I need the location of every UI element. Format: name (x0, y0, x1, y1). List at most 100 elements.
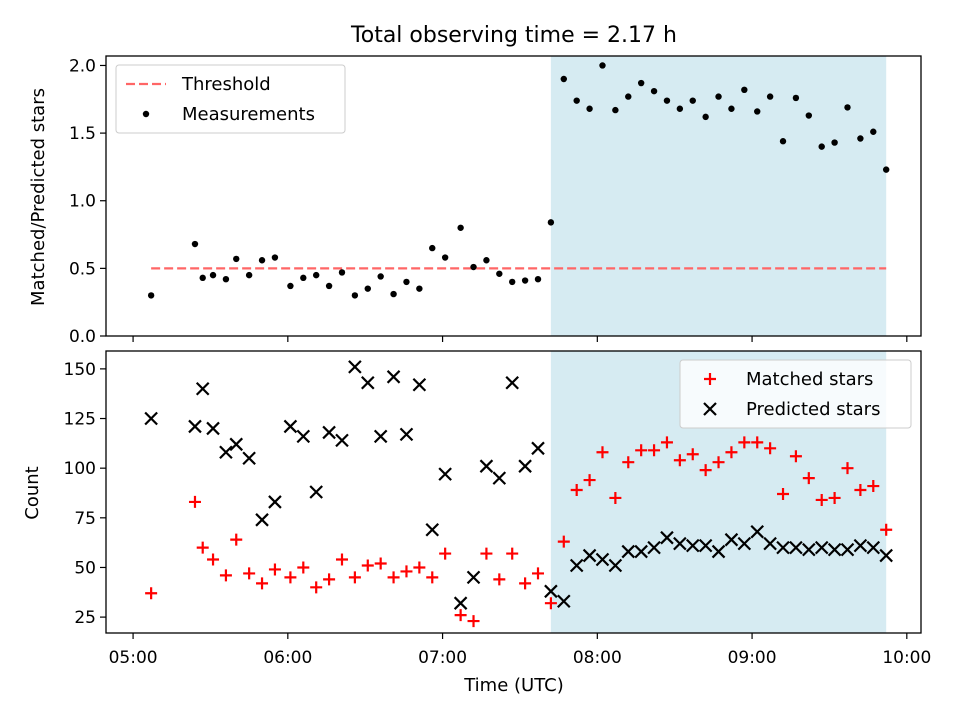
data-point (325, 282, 333, 290)
data-point (867, 480, 880, 493)
data-point (309, 485, 323, 499)
data-point (454, 609, 467, 622)
bottom-y-axis-label: Count (22, 466, 43, 519)
y-tick-label: 75 (74, 509, 96, 529)
data-point (429, 244, 436, 252)
data-point (519, 577, 532, 590)
data-point (413, 561, 426, 574)
data-point (737, 536, 752, 551)
legend-marker (704, 373, 716, 385)
data-point (766, 93, 774, 100)
data-point (467, 615, 480, 628)
series-matched-stars (145, 436, 893, 628)
data-point (373, 429, 388, 444)
data-point (233, 255, 240, 263)
data-point (789, 450, 802, 463)
data-point (711, 544, 726, 559)
data-point (647, 540, 661, 555)
legend-label: Threshold (181, 74, 271, 95)
data-point (557, 594, 571, 609)
y-tick-label: 1.0 (69, 192, 96, 212)
data-point (338, 269, 346, 276)
data-point (386, 370, 401, 384)
data-point (724, 532, 739, 547)
data-point (844, 104, 851, 111)
data-point (480, 547, 493, 560)
data-point (243, 567, 256, 580)
data-point (880, 523, 893, 536)
y-tick-label: 1.5 (69, 124, 96, 144)
data-point (715, 93, 722, 100)
data-point (840, 542, 855, 557)
data-point (531, 441, 545, 456)
x-tick-label: 07:00 (418, 648, 467, 668)
data-point (686, 448, 699, 461)
data-point (650, 87, 658, 95)
data-point (457, 224, 464, 231)
data-point (870, 128, 877, 135)
data-point (586, 105, 593, 112)
data-point (209, 271, 217, 279)
data-point (815, 493, 828, 506)
data-point (853, 538, 868, 553)
data-point (634, 544, 648, 559)
data-point (219, 445, 233, 460)
data-point (377, 273, 384, 280)
data-point (229, 437, 244, 452)
data-point (312, 271, 320, 279)
legend: Threshold Measurements (115, 64, 346, 134)
data-point (777, 487, 790, 500)
data-point (196, 541, 209, 554)
data-point (416, 285, 423, 292)
data-point (608, 558, 623, 573)
data-point (582, 548, 597, 563)
data-point (879, 548, 893, 563)
data-point (506, 547, 519, 560)
data-point (521, 277, 529, 284)
data-point (271, 254, 279, 261)
data-point (335, 433, 349, 448)
x-tick-label: 05:00 (109, 648, 158, 668)
legend: Matched stars Predicted stars (679, 359, 912, 429)
data-point (763, 536, 777, 551)
y-tick-label: 2.0 (69, 56, 96, 76)
y-tick-label: 50 (74, 558, 96, 578)
data-point (779, 138, 787, 145)
data-point (673, 536, 687, 551)
data-point (635, 444, 648, 457)
data-point (258, 257, 266, 264)
y-tick-label: 100 (64, 459, 96, 479)
y-tick-label: 0.5 (69, 259, 96, 279)
top-y-axis-label: Matched/Predicted stars (28, 88, 49, 306)
data-point (866, 540, 881, 555)
legend-label: Measurements (182, 104, 315, 125)
data-point (583, 474, 596, 487)
data-point (764, 442, 777, 455)
data-point (827, 542, 842, 557)
data-point (219, 569, 232, 582)
data-point (222, 275, 230, 283)
data-point (256, 577, 269, 590)
data-point (637, 79, 645, 87)
data-point (596, 446, 609, 459)
data-point (322, 425, 336, 440)
data-point (493, 573, 506, 586)
data-point (268, 495, 282, 509)
data-point (466, 570, 481, 585)
data-point (188, 495, 201, 508)
data-point (857, 135, 864, 142)
data-point (296, 429, 311, 444)
data-point (789, 540, 803, 555)
data-point (470, 263, 477, 271)
data-point (741, 86, 748, 94)
y-tick-label: 150 (64, 360, 96, 380)
data-point (698, 538, 713, 553)
data-point (702, 113, 709, 121)
data-point (492, 471, 507, 485)
data-point (283, 419, 298, 434)
data-point (300, 274, 307, 282)
data-point (425, 522, 440, 537)
data-point (387, 571, 400, 584)
data-point (390, 290, 397, 298)
